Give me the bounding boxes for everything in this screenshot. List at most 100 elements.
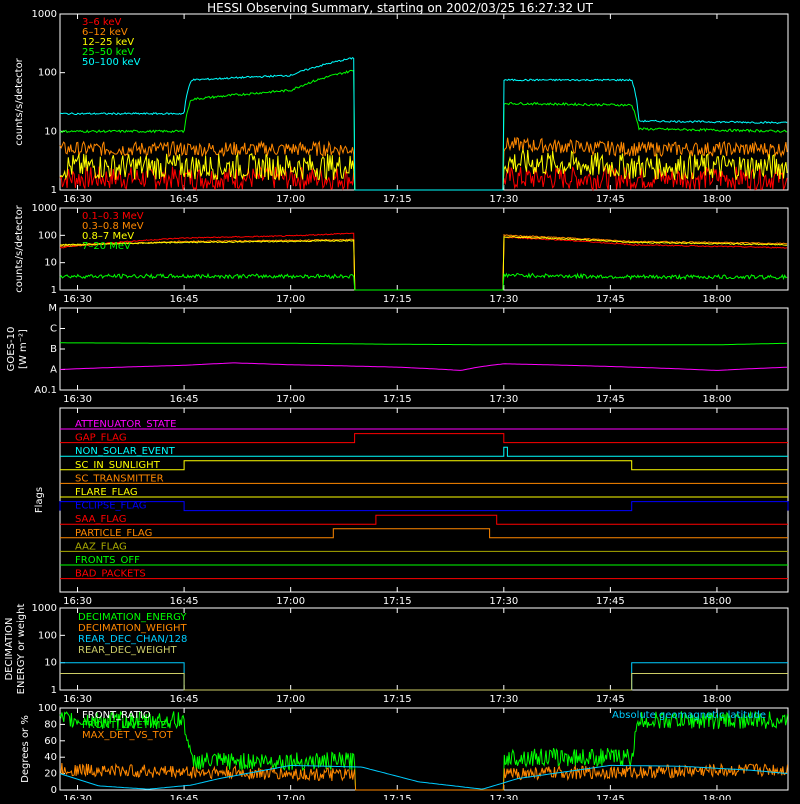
flags-xtick-label: 17:15 [383,596,412,607]
lo-energy-xtick-label: 18:00 [703,194,732,205]
ratios-xtick-label: 17:45 [596,794,625,800]
decimation-legend-3: REAR_DEC_WEIGHT [78,645,177,656]
flags-flag-label-5: FLARE_FLAG [75,487,138,498]
hi-energy-ytick-label: 10 [44,258,57,269]
hi-energy-xtick-label: 17:30 [489,294,518,305]
lo-energy-xtick-label: 17:00 [276,194,305,205]
goes-ytick-label: A0.1 [34,385,57,396]
page-title: HESSI Observing Summary, starting on 200… [207,1,593,15]
ratios-legend-2: MAX_DET_VS_TOT [82,730,174,741]
decimation-series-2 [60,662,788,691]
hi-energy-xtick-label: 17:45 [596,294,625,305]
ratios-series-1 [59,710,788,791]
ratios-legend-3: Absolute geomagnetic latitude [612,710,766,721]
lo-energy-xtick-label: 17:15 [383,194,412,205]
decimation-ylabel: DECIMATION [4,617,15,680]
flags-flag-label-10: FRONTS_OFF [75,555,140,566]
decimation-ytick-label: 10 [44,658,57,669]
decimation-legend-1: DECIMATION_WEIGHT [78,623,187,634]
lo-energy-xtick-label: 17:45 [596,194,625,205]
ratios-ytick-label: 80 [44,719,57,730]
flags-flag-label-8: PARTICLE_FLAG [75,528,152,539]
decimation-ytick-label: 1 [51,685,57,696]
decimation-xtick-label: 17:15 [383,694,412,705]
ratios-xtick-label: 16:30 [63,794,92,800]
goes-xtick-label: 18:00 [703,394,732,405]
flags-flag-line-1 [60,433,788,444]
flags-frame [59,407,789,593]
ratios-legend-1: FRONT_LIVETIME [82,720,167,731]
ratios-xtick-label: 17:00 [276,794,305,800]
hi-energy-xtick-label: 18:00 [703,294,732,305]
flags-xtick-label: 16:45 [170,596,199,607]
decimation-series-3 [60,673,788,691]
decimation-legend-0: DECIMATION_ENERGY [78,612,187,623]
flags-xtick-label: 17:30 [489,596,518,607]
hi-energy-series-2 [59,236,788,291]
lo-energy-xtick-label: 17:30 [489,194,518,205]
ratios-xtick-label: 18:00 [703,794,732,800]
flags-ylabel: Flags [34,487,45,513]
goes-xtick-label: 17:15 [383,394,412,405]
flags-flag-label-1: GAP_FLAG [75,433,127,444]
hi-energy-xtick-label: 17:15 [383,294,412,305]
decimation-ytick-label: 1000 [32,603,57,614]
lo-energy-series-4 [59,56,788,191]
decimation-xtick-label: 18:00 [703,694,732,705]
goes-xtick-label: 16:30 [63,394,92,405]
goes-ytick-label: A [50,365,57,376]
decimation-xtick-label: 17:45 [596,694,625,705]
lo-energy-xtick-label: 16:30 [63,194,92,205]
goes-xtick-label: 17:00 [276,394,305,405]
flags-xtick-label: 17:45 [596,596,625,607]
flags-xtick-label: 18:00 [703,596,732,607]
ratios-ytick-label: 20 [44,769,57,780]
hi-energy-xtick-label: 17:00 [276,294,305,305]
hi-energy-ytick-label: 1 [51,285,57,296]
goes-frame [59,307,789,391]
ratios-series-2 [59,762,788,791]
goes-ylabel: [W m⁻²] [18,329,29,369]
hi-energy-ytick-label: 1000 [32,203,57,214]
goes-ytick-label: M [48,303,57,314]
lo-energy-ytick-label: 100 [38,68,57,79]
flags-flag-label-3: SC_IN_SUNLIGHT [75,460,161,471]
decimation-xtick-label: 16:30 [63,694,92,705]
decimation-xtick-label: 17:00 [276,694,305,705]
goes-series-0 [60,342,788,346]
ratios-legend-0: FRONT_RATIO [82,710,151,721]
lo-energy-legend-3: 25–50 keV [82,47,134,58]
goes-ytick-label: C [50,324,57,335]
ratios-ytick-label: 0 [51,785,57,796]
lo-energy-ytick-label: 1000 [32,9,57,20]
hi-energy-xtick-label: 16:30 [63,294,92,305]
ratios-xtick-label: 17:30 [489,794,518,800]
lo-energy-ytick-label: 10 [44,126,57,137]
ratios-ytick-label: 40 [44,752,57,763]
flags-flag-line-7 [60,514,788,525]
ratios-series-3 [59,764,788,790]
goes-ylabel: GOES-10 [6,327,17,372]
flags-flag-line-2 [60,446,788,457]
hi-energy-legend-3: 7–20 MeV [82,241,131,252]
hi-energy-ylabel: counts/s/detector [14,204,25,292]
flags-flag-label-9: AAZ_FLAG [75,541,127,552]
goes-xtick-label: 17:30 [489,394,518,405]
flags-flag-label-7: SAA_FLAG [75,514,126,525]
flags-flag-line-8 [60,528,788,539]
goes-ytick-label: B [50,344,57,355]
lo-energy-xtick-label: 16:45 [170,194,199,205]
decimation-xtick-label: 16:45 [170,694,199,705]
goes-xtick-label: 17:45 [596,394,625,405]
flags-flag-label-6: ECLIPSE_FLAG [75,501,146,512]
hi-energy-series-3 [59,272,788,291]
lo-energy-legend-4: 50–100 keV [82,57,141,68]
flags-flag-line-6 [59,501,789,512]
lo-energy-legend-2: 12–25 keV [82,37,134,48]
lo-energy-legend-1: 6–12 keV [82,27,128,38]
ratios-ytick-label: 60 [44,736,57,747]
lo-energy-ylabel: counts/s/detector [14,57,25,145]
goes-series-1 [59,362,788,371]
